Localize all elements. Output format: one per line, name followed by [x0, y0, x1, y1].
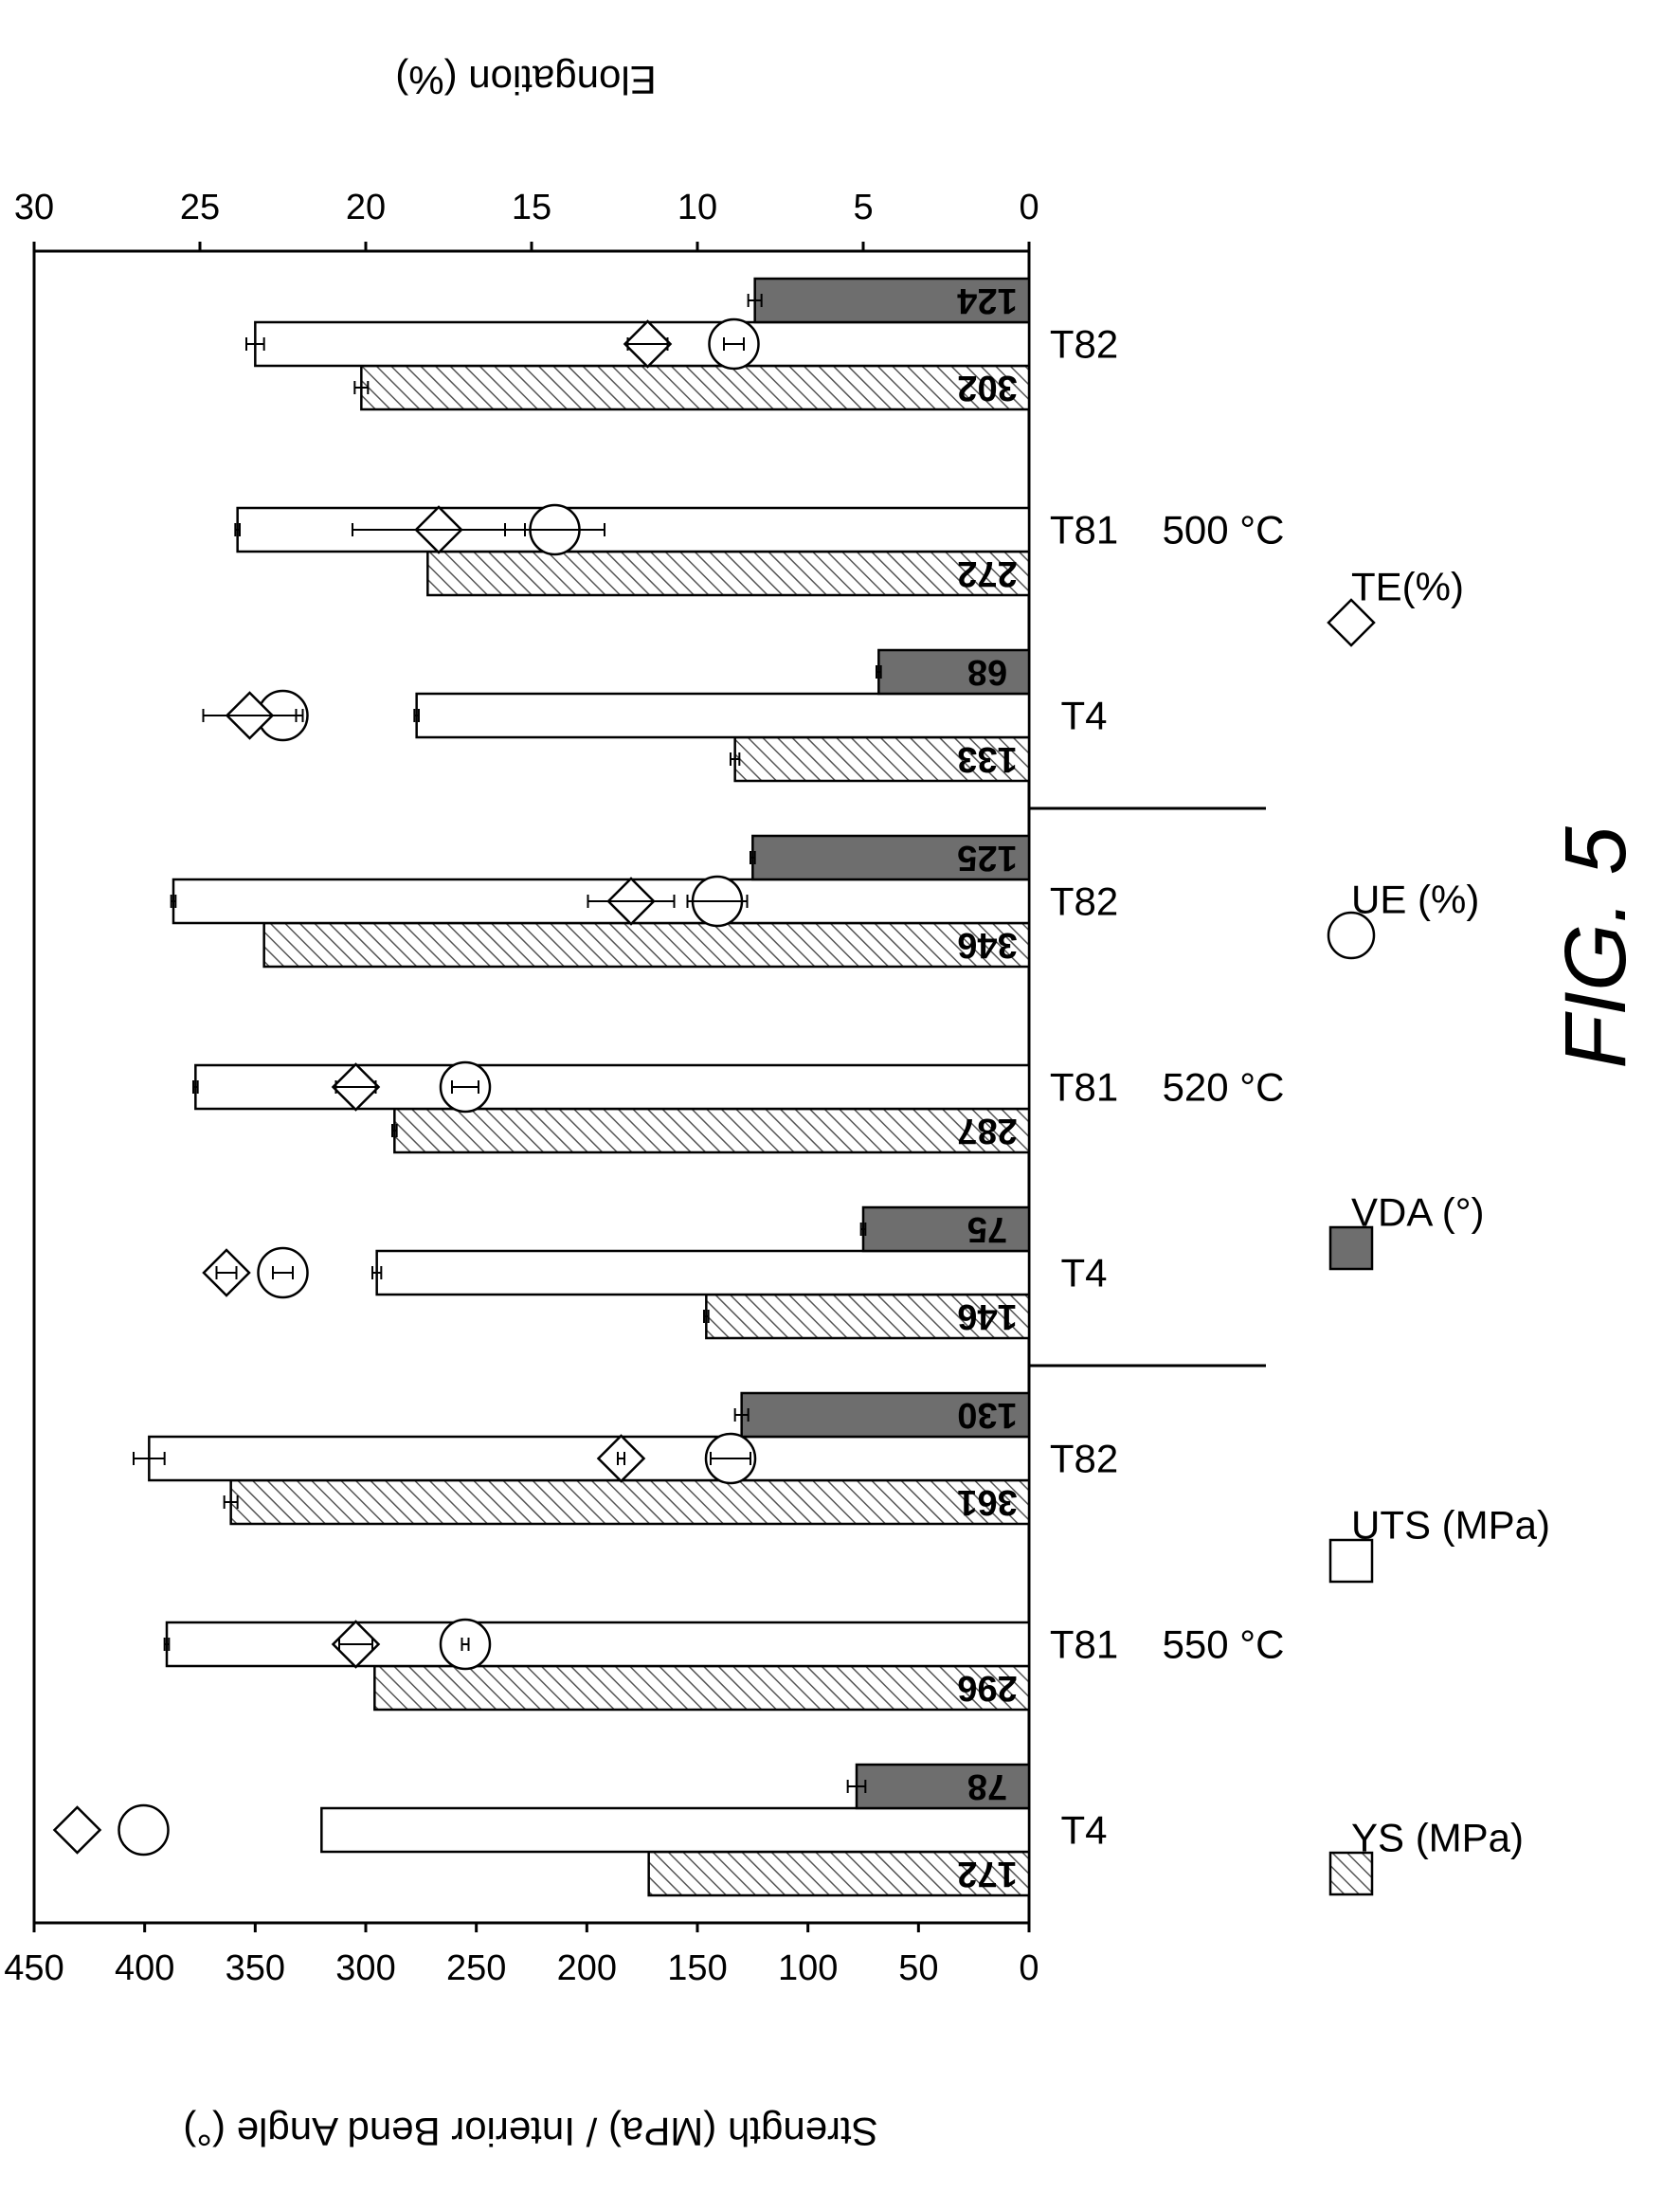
bar-value-label: 346 — [957, 925, 1017, 965]
left-axis-tick-label: 0 — [1019, 1948, 1039, 1988]
bar-value-label: 287 — [957, 1111, 1017, 1150]
legend-swatch-dark — [1328, 1225, 1374, 1271]
figure-caption: FIG. 5 — [1547, 825, 1644, 1068]
bar-value-label: 172 — [957, 1854, 1017, 1893]
bar-white — [194, 1063, 1031, 1111]
right-axis-tick-label: 20 — [346, 188, 386, 227]
right-axis-title: Elongation (%) — [395, 58, 656, 102]
legend-swatch-white — [1328, 1538, 1374, 1584]
right-axis-tick-label: 25 — [180, 188, 220, 227]
legend-swatch-ue — [1327, 911, 1376, 960]
bar-white — [148, 1435, 1031, 1482]
ue-marker — [117, 1803, 170, 1857]
right-axis-tick-label: 15 — [512, 188, 551, 227]
bar-value-label: 125 — [957, 838, 1017, 878]
bar-value-label: 296 — [957, 1668, 1017, 1708]
left-axis-tick-label: 350 — [226, 1948, 285, 1988]
group-label: 550 °C — [1163, 1622, 1285, 1667]
bar-hatched — [373, 1664, 1031, 1712]
bar-hatched — [262, 921, 1031, 969]
left-axis-tick-label: 50 — [898, 1948, 938, 1988]
legend-label: UE (%) — [1351, 878, 1479, 922]
bar-white — [165, 1621, 1031, 1668]
legend-swatch-te — [1327, 598, 1376, 647]
left-axis-title: Strength (MPa) / Interior Bend Angle (°) — [183, 2110, 877, 2154]
bar-hatched — [229, 1478, 1031, 1526]
category-label: T4 — [1060, 1808, 1107, 1853]
right-axis-tick-label: 0 — [1019, 188, 1039, 227]
category-label: T4 — [1060, 694, 1107, 738]
bar-value-label: 124 — [957, 281, 1017, 320]
legend-label: UTS (MPa) — [1351, 1503, 1550, 1548]
right-axis-tick-label: 30 — [14, 188, 54, 227]
right-axis-tick-label: 5 — [853, 188, 873, 227]
category-label: T82 — [1050, 322, 1118, 367]
bar-value-label: 78 — [967, 1766, 1007, 1806]
te-marker — [52, 1805, 102, 1855]
category-label: T81 — [1050, 1065, 1118, 1110]
category-label: T81 — [1050, 508, 1118, 553]
group-label: 520 °C — [1163, 1065, 1285, 1110]
left-axis-tick-label: 150 — [667, 1948, 727, 1988]
bar-hatched — [426, 550, 1031, 597]
bar-value-label: 130 — [957, 1395, 1017, 1435]
left-axis-tick-label: 300 — [335, 1948, 395, 1988]
left-axis-tick-label: 400 — [115, 1948, 174, 1988]
category-label: T82 — [1050, 879, 1118, 924]
left-axis-tick-label: 250 — [446, 1948, 506, 1988]
left-axis-tick-label: 450 — [4, 1948, 63, 1988]
left-axis-tick-label: 100 — [778, 1948, 838, 1988]
bar-hatched — [393, 1107, 1031, 1154]
chart: 0 50 100 150 200 250 300 350 400 450 0 5 10 15 20 25 30 1… — [4, 188, 1550, 1988]
chart-marks: 0 50 100 150 200 250 300 350 400 450 0 5 10 15 20 25 30 1… — [4, 188, 1550, 1988]
legend-label: VDA (°) — [1351, 1190, 1484, 1235]
right-axis-tick-label: 10 — [677, 188, 717, 227]
bar-white — [415, 692, 1031, 739]
group-label: 500 °C — [1163, 508, 1285, 553]
bar-value-label: 302 — [957, 368, 1017, 408]
bar-value-label: 133 — [957, 739, 1017, 779]
left-axis-tick-label: 200 — [557, 1948, 617, 1988]
bar-value-label: 68 — [967, 652, 1007, 692]
legend-label: TE(%) — [1351, 565, 1464, 609]
bar-value-label: 146 — [957, 1296, 1017, 1336]
category-label: T81 — [1050, 1622, 1118, 1667]
legend-label: YS (MPa) — [1351, 1816, 1524, 1860]
bar-white — [375, 1249, 1031, 1296]
bar-value-label: 75 — [967, 1209, 1007, 1249]
bar-value-label: 272 — [957, 553, 1017, 593]
category-label: T4 — [1060, 1251, 1107, 1295]
category-label: T82 — [1050, 1437, 1118, 1481]
bar-white — [320, 1806, 1031, 1854]
bar-hatched — [360, 364, 1031, 411]
legend-swatch-hatched — [1328, 1851, 1374, 1896]
bar-value-label: 361 — [957, 1482, 1017, 1522]
